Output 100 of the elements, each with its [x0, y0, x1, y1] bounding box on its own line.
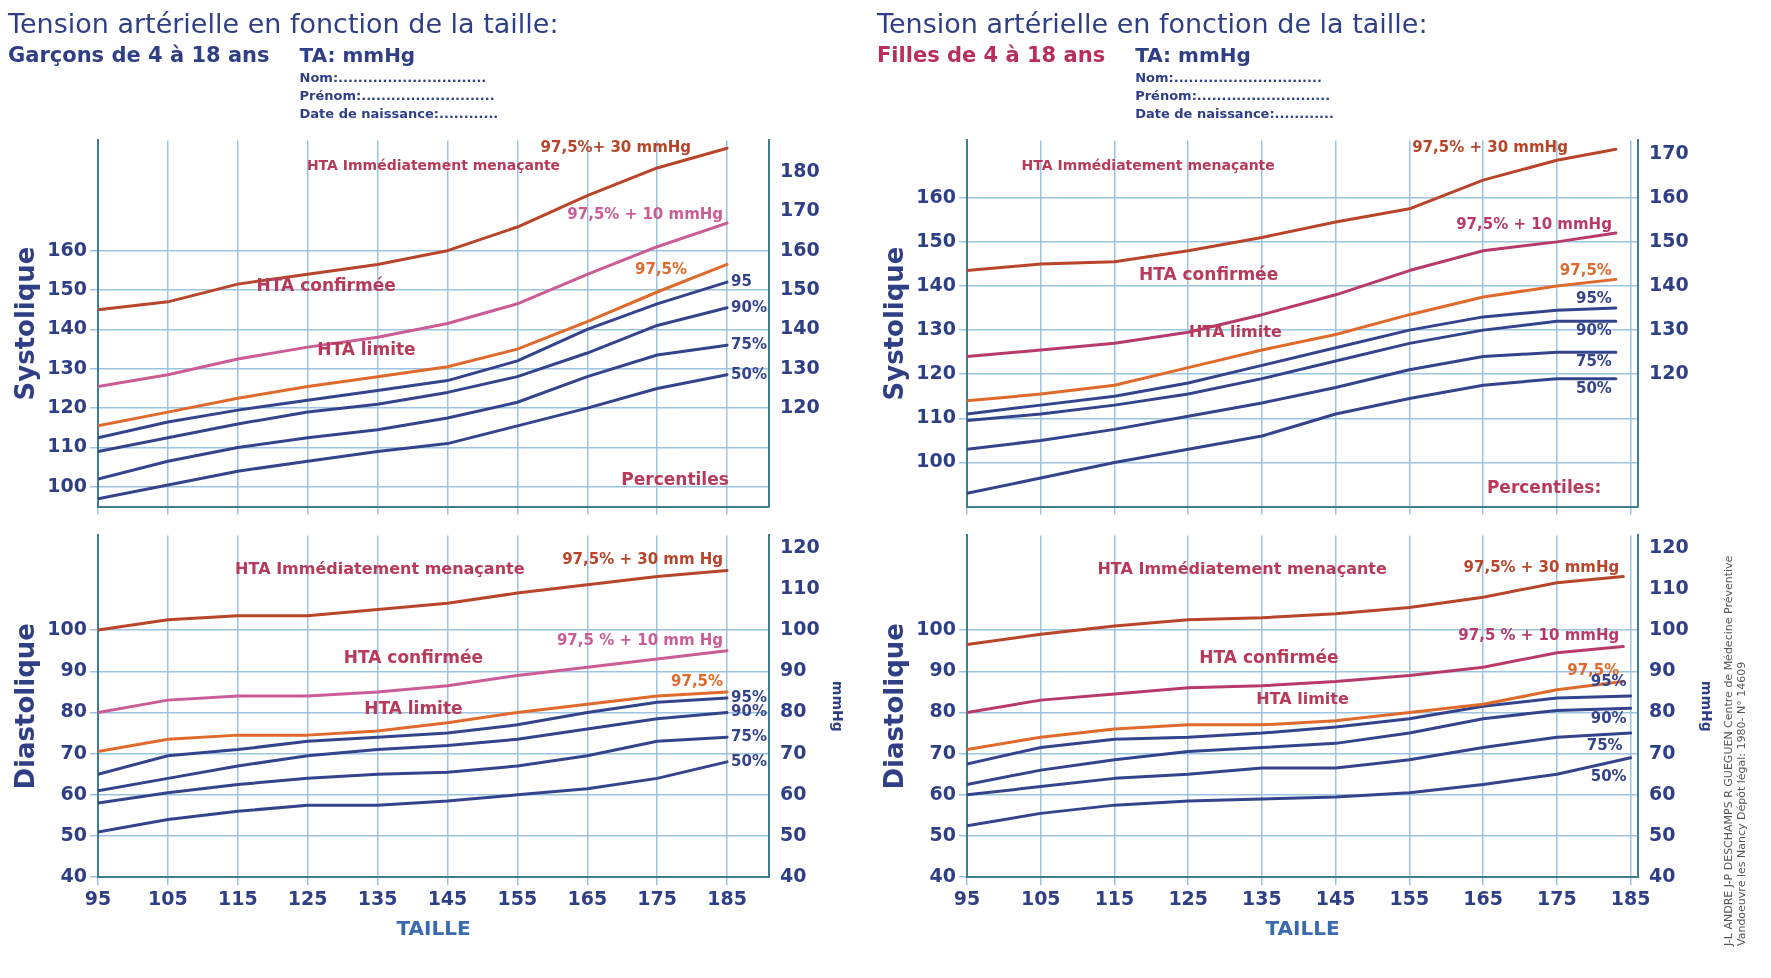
x-tick-label: 105	[148, 886, 188, 909]
y-tick-label: 80	[60, 699, 87, 722]
x-tick-label: 135	[357, 886, 398, 909]
series-label: 75%	[1586, 736, 1623, 755]
y-tick-label: 140	[916, 272, 956, 295]
y2-tick-label: 100	[1649, 617, 1689, 640]
series-label: 95	[731, 272, 752, 291]
y2-tick-label: 140	[780, 316, 820, 339]
chart-title: Tension artérielle en fonction de la taille:	[877, 8, 1429, 39]
text: Date de naissance:............	[1135, 106, 1334, 121]
text: Nom:..............................	[299, 70, 488, 85]
y-tick-label: 80	[929, 699, 956, 722]
x-axis-title: TAILLE	[396, 916, 471, 941]
y2-tick-label: 40	[1649, 864, 1676, 887]
series-label: 90%	[731, 297, 767, 316]
series-label: 97,5% + 10 mmHg	[1456, 214, 1612, 233]
y2-tick-label: 130	[1649, 317, 1689, 340]
y2-tick-label: 60	[780, 781, 807, 804]
series-label: 97,5%	[1559, 260, 1612, 279]
series-label: 90%	[1590, 708, 1627, 727]
y-tick-label: 150	[916, 228, 956, 251]
x-tick-label: 175	[1537, 886, 1577, 909]
y2-tick-label: 180	[780, 158, 820, 181]
annotation: HTA Immédiatement menaçante	[235, 558, 525, 578]
annotation: HTA limite	[1189, 321, 1282, 341]
y2-tick-label: 150	[780, 276, 820, 299]
y-tick-label: 90	[929, 658, 956, 681]
y2-tick-label: 80	[1649, 699, 1676, 722]
annotation: Percentiles:	[1486, 476, 1602, 497]
y-tick-label: 70	[929, 740, 956, 763]
text: Prénom:...........................	[299, 88, 496, 103]
series-label: 97,5%	[671, 671, 724, 690]
text: Date de naissance:............	[299, 106, 499, 121]
annotation: HTA confirmée	[1199, 646, 1339, 667]
y2-tick-label: 70	[780, 740, 807, 763]
y-tick-label: 40	[60, 864, 87, 887]
y2-tick-label: 130	[780, 355, 820, 378]
series-label: 50%	[1575, 378, 1612, 397]
y-tick-label: 110	[47, 434, 87, 457]
text: Nom:..............................	[1135, 70, 1323, 85]
y2-tick-label: 50	[780, 822, 807, 845]
annotation: Percentiles	[621, 469, 729, 490]
y-tick-label: 50	[60, 822, 87, 845]
y-tick-label: 40	[929, 864, 956, 887]
y-tick-label: 160	[47, 237, 87, 260]
y-tick-label: 90	[60, 658, 87, 681]
y-axis-title: Diastolique	[879, 623, 910, 790]
y-tick-label: 50	[929, 822, 956, 845]
y-tick-label: 100	[47, 473, 87, 496]
series-label: 97,5%+ 30 mmHg	[540, 138, 692, 157]
y2-tick-label: 160	[1649, 184, 1689, 207]
series-label: 97,5% + 30 mmHg	[1463, 557, 1620, 576]
x-tick-label: 105	[1020, 886, 1061, 909]
annotation: HTA limite	[317, 339, 416, 360]
x-tick-label: 125	[1168, 886, 1209, 909]
series-label: 97,5%	[635, 260, 688, 279]
y-tick-label: 110	[916, 405, 956, 428]
chart-subtitle: Filles de 4 à 18 ans	[877, 43, 1106, 67]
chart-subtitle: Garçons de 4 à 18 ans	[8, 43, 270, 67]
y-tick-label: 100	[47, 617, 87, 640]
y-tick-label: 130	[916, 317, 956, 340]
x-tick-label: 95	[84, 886, 112, 909]
x-tick-label: 185	[1610, 886, 1651, 909]
text: TA: mmHg	[1135, 43, 1252, 67]
series-label: 97,5 % + 10 mmHg	[1458, 626, 1620, 645]
y2-tick-label: 140	[1649, 272, 1689, 295]
x-axis-title: TAILLE	[1265, 916, 1340, 941]
series-label: 90%	[731, 702, 767, 721]
series-label: 97,5% + 30 mmHg	[1412, 138, 1568, 157]
y2-tick-label: 40	[780, 864, 807, 887]
annotation: HTA Immédiatement menaçante	[1021, 156, 1275, 173]
x-tick-label: 145	[427, 886, 468, 909]
y2-tick-label: 50	[1649, 822, 1676, 845]
y2-tick-label: 80	[780, 699, 807, 722]
y2-tick-label: 150	[1649, 228, 1689, 251]
y2-tick-label: 120	[1649, 534, 1689, 557]
series-label: 50%	[731, 364, 767, 383]
chart-title: Tension artérielle en fonction de la taille:	[8, 8, 560, 39]
y-axis-title: Diastolique	[10, 623, 41, 790]
series-label: 50%	[1590, 766, 1627, 785]
y-tick-label: 70	[60, 740, 87, 763]
y-tick-label: 100	[916, 449, 956, 472]
y2-tick-label: 170	[1649, 140, 1689, 163]
annotation: HTA Immédiatement menaçante	[1097, 558, 1387, 578]
y2-tick-label: 160	[780, 237, 820, 260]
text: Prénom:...........................	[1135, 88, 1332, 103]
x-tick-label: 145	[1315, 886, 1356, 909]
annotation: HTA limite	[1256, 688, 1349, 708]
annotation: HTA confirmée	[343, 646, 483, 667]
annotation: HTA limite	[364, 698, 463, 719]
y-axis-title: Systolique	[879, 246, 910, 401]
x-tick-label: 115	[1094, 886, 1135, 909]
y2-axis-title: mmHg	[829, 680, 846, 732]
y2-tick-label: 90	[1649, 658, 1676, 681]
x-tick-label: 95	[953, 886, 981, 909]
x-tick-label: 165	[1463, 886, 1503, 909]
y-tick-label: 120	[916, 361, 956, 384]
x-tick-label: 135	[1242, 886, 1282, 909]
y2-tick-label: 170	[780, 198, 820, 221]
x-tick-label: 155	[497, 886, 538, 909]
